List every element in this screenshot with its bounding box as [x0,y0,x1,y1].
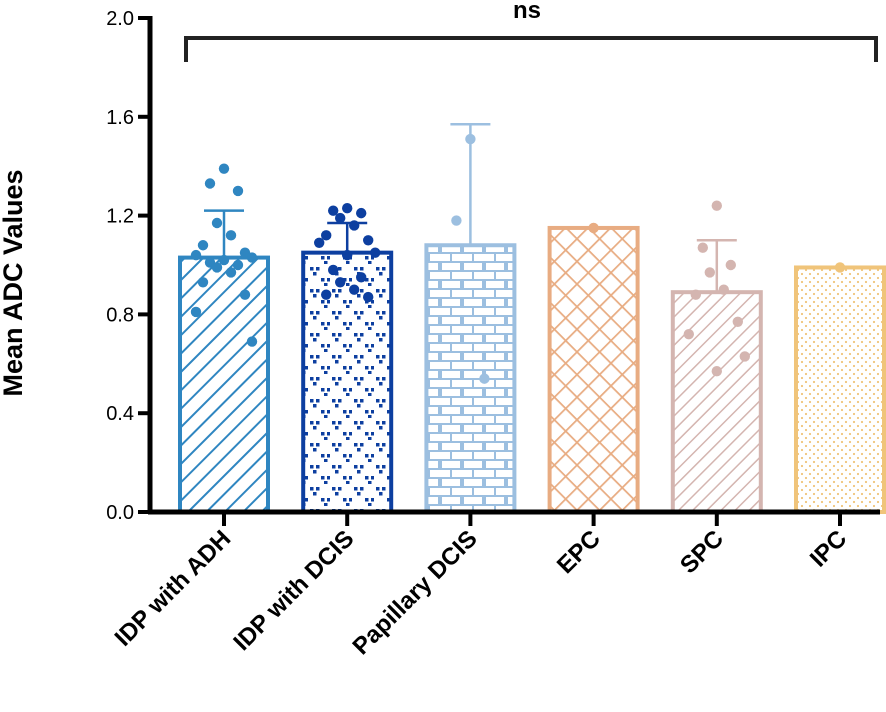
data-point [711,200,722,211]
bar-4 [547,225,640,514]
data-point [718,284,729,295]
data-point [465,133,476,145]
data-point [190,249,202,261]
data-point [246,252,258,263]
bar-5 [670,290,763,515]
data-point [328,205,339,216]
data-point [356,207,367,219]
category-label: IDP with DCIS [228,525,359,656]
data-point [321,230,332,241]
data-point [211,262,223,273]
data-point [370,247,381,258]
data-point [218,163,230,174]
data-point [732,316,743,328]
data-point [225,267,237,278]
bar-3 [424,243,517,515]
data-point [328,264,339,276]
data-point [197,277,209,288]
category-label: IDP with ADH [110,525,237,652]
data-point [834,262,846,273]
y-tick-label: 1.6 [106,107,134,129]
category-label: SPC [675,525,729,579]
data-point [588,222,599,234]
y-tick-label: 0.0 [106,502,134,524]
data-point [349,284,360,295]
data-point [239,289,251,300]
data-point [197,240,209,251]
data-point [321,289,332,300]
data-point [190,306,202,318]
bar-2 [301,250,394,514]
data-point [739,351,750,362]
bar-1 [178,255,270,514]
data-point [232,185,244,197]
data-point [451,215,462,226]
data-point [356,272,367,283]
significance-bracket [184,36,878,62]
data-point [232,259,244,271]
data-point [246,336,258,347]
data-point [697,242,708,253]
category-label: Papillary DCIS [348,525,483,660]
data-point [690,289,701,300]
data-point [363,291,374,303]
data-point [725,259,736,271]
data-point [335,277,346,288]
y-tick-label: 1.2 [106,206,134,228]
significance-label: ns [513,0,541,24]
data-point [211,217,223,229]
data-point [218,254,230,266]
bar-6 [794,265,886,514]
data-point [225,230,237,241]
category-label: IPC [805,525,852,572]
data-point [711,366,722,377]
y-tick-label: 0.8 [106,304,134,326]
y-tick-label: 0.4 [106,403,134,425]
data-point [204,178,216,189]
category-label: EPC [552,525,606,579]
data-point [683,328,694,340]
y-tick-label: 2.0 [106,8,134,30]
data-point [314,237,325,248]
data-point [335,212,346,224]
data-point [342,202,353,214]
y-axis-title: Mean ADC Values [0,169,28,396]
data-point [363,235,374,246]
data-point [479,373,490,384]
data-point [342,249,353,261]
data-point [349,220,360,231]
data-point [704,267,715,278]
